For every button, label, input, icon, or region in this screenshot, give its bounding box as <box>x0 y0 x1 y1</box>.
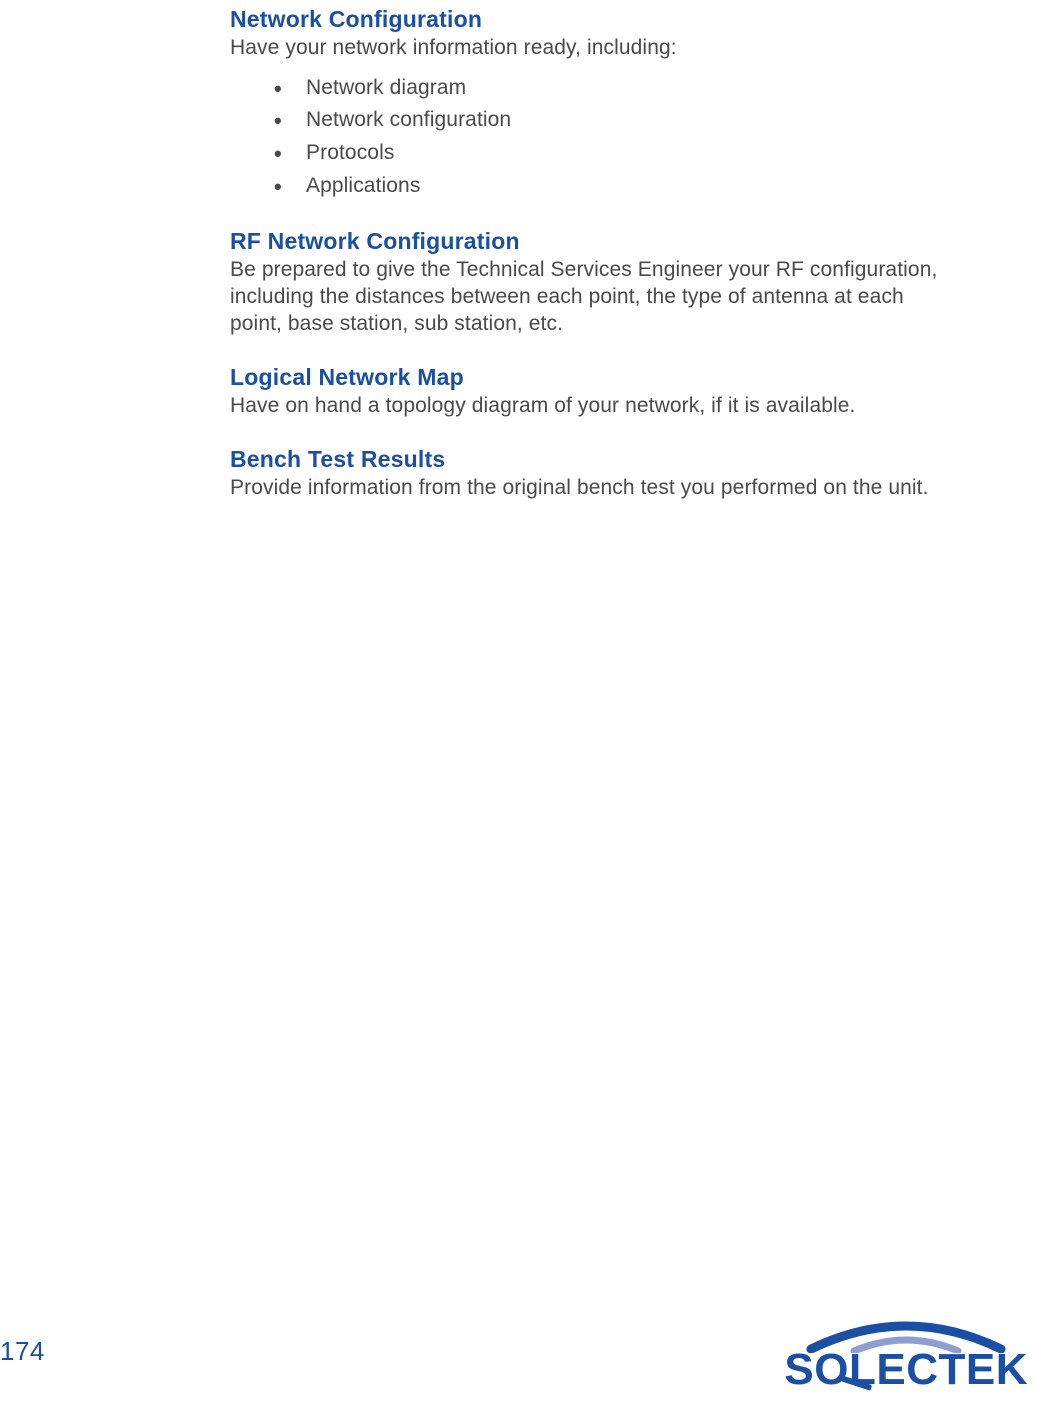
logo-text: SOLECTEK <box>784 1349 1028 1391</box>
list-item: Network configuration <box>230 104 942 137</box>
list-item: Network diagram <box>230 72 942 105</box>
heading: Network Configuration <box>230 6 942 33</box>
section-logical-map: Logical Network Map Have on hand a topol… <box>230 364 942 420</box>
solectek-logo: SOLECTEK <box>784 1317 1028 1391</box>
paragraph: Be prepared to give the Technical Servic… <box>230 257 942 338</box>
paragraph: Provide information from the original be… <box>230 475 942 502</box>
page-number: 174 <box>0 1336 45 1367</box>
section-bench-test: Bench Test Results Provide information f… <box>230 446 942 502</box>
content-column: Network Configuration Have your network … <box>230 0 942 527</box>
heading: RF Network Configuration <box>230 228 942 255</box>
heading: Logical Network Map <box>230 364 942 391</box>
section-network-config: Network Configuration Have your network … <box>230 6 942 202</box>
paragraph: Have on hand a topology diagram of your … <box>230 393 942 420</box>
list-item: Protocols <box>230 137 942 170</box>
list-item: Applications <box>230 170 942 203</box>
paragraph: Have your network information ready, inc… <box>230 35 942 62</box>
page: Network Configuration Have your network … <box>0 0 1038 1421</box>
bullet-list: Network diagram Network configuration Pr… <box>230 72 942 202</box>
heading: Bench Test Results <box>230 446 942 473</box>
section-rf-network: RF Network Configuration Be prepared to … <box>230 228 942 338</box>
